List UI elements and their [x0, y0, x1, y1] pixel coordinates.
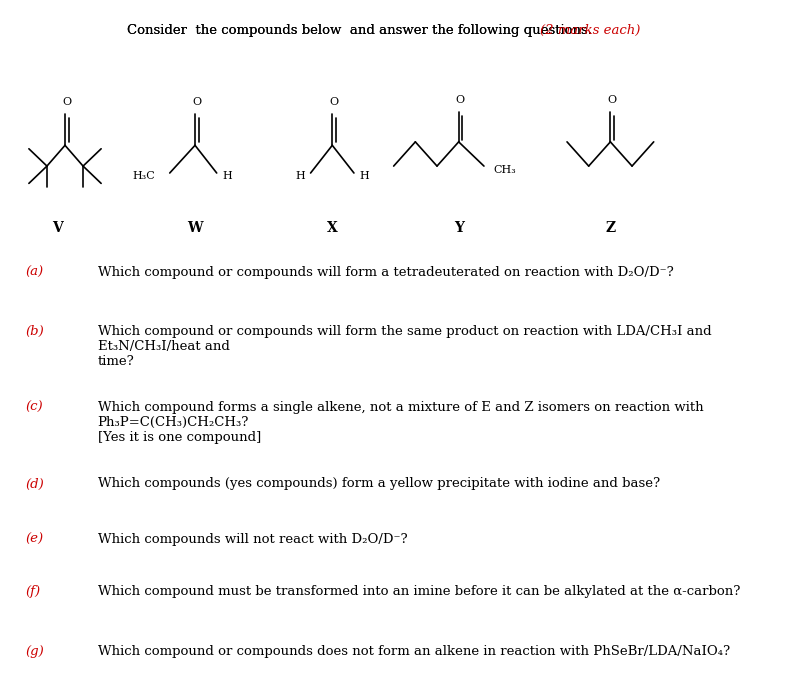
Text: H: H — [359, 172, 370, 181]
Text: H₃C: H₃C — [133, 172, 155, 181]
Text: Which compound or compounds will form a tetradeuterated on reaction with D₂O/D⁻?: Which compound or compounds will form a … — [98, 266, 673, 280]
Text: O: O — [192, 98, 201, 107]
Text: Consider  the compounds below  and answer the following questions.: Consider the compounds below and answer … — [126, 24, 595, 37]
Text: Which compounds (yes compounds) form a yellow precipitate with iodine and base?: Which compounds (yes compounds) form a y… — [98, 477, 660, 491]
Text: Z: Z — [605, 221, 615, 235]
Text: O: O — [62, 98, 71, 107]
Text: Which compound or compounds does not form an alkene in reaction with PhSeBr/LDA/: Which compound or compounds does not for… — [98, 645, 730, 658]
Text: H: H — [295, 172, 304, 181]
Text: Which compounds will not react with D₂O/D⁻?: Which compounds will not react with D₂O/… — [98, 533, 407, 546]
Text: (f): (f) — [25, 585, 41, 598]
Text: X: X — [327, 221, 338, 235]
Text: (2 marks each): (2 marks each) — [540, 24, 640, 37]
Text: (c): (c) — [25, 401, 43, 415]
Text: Consider  the compounds below  and answer the following questions.: Consider the compounds below and answer … — [126, 24, 595, 37]
Text: (b): (b) — [25, 325, 44, 338]
Text: Which compound forms a single alkene, not a mixture of E and Z isomers on reacti: Which compound forms a single alkene, no… — [98, 401, 703, 444]
Text: O: O — [456, 95, 465, 105]
Text: (e): (e) — [25, 533, 44, 546]
Text: Which compound or compounds will form the same product on reaction with LDA/CH₃I: Which compound or compounds will form th… — [98, 325, 712, 368]
Text: (g): (g) — [25, 645, 44, 658]
Text: H: H — [223, 172, 232, 181]
Text: CH₃: CH₃ — [494, 165, 516, 174]
Text: O: O — [607, 95, 616, 105]
Text: V: V — [52, 221, 63, 235]
Text: Which compound must be transformed into an imine before it can be alkylated at t: Which compound must be transformed into … — [98, 585, 740, 598]
Text: W: W — [187, 221, 203, 235]
Text: (a): (a) — [25, 266, 44, 280]
Text: O: O — [329, 98, 339, 107]
Text: (d): (d) — [25, 477, 44, 491]
Text: Y: Y — [454, 221, 463, 235]
